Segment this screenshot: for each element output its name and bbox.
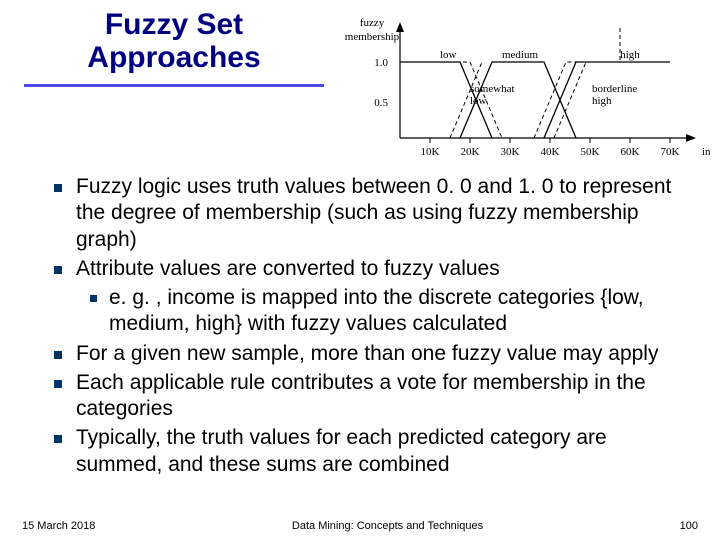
svg-text:50K: 50K xyxy=(581,146,600,158)
bullet-icon xyxy=(54,435,62,443)
label-high: high xyxy=(620,49,640,61)
footer-page: 100 xyxy=(680,520,698,532)
svg-text:30K: 30K xyxy=(501,146,520,158)
bullet-icon xyxy=(54,380,62,388)
title-underline xyxy=(24,84,324,87)
bullet-text: Attribute values are converted to fuzzy … xyxy=(76,256,500,282)
ytick-1: 1.0 xyxy=(374,57,388,69)
bullet-icon xyxy=(90,295,97,302)
bullet-2: Attribute values are converted to fuzzy … xyxy=(54,256,696,282)
bullet-text: e. g. , income is mapped into the discre… xyxy=(109,285,696,338)
svg-text:low: low xyxy=(470,95,487,107)
footer: 15 March 2018 Data Mining: Concepts and … xyxy=(0,520,720,532)
bullet-5: Typically, the truth values for each pre… xyxy=(54,425,696,478)
svg-text:10K: 10K xyxy=(421,146,440,158)
slide-title: Fuzzy Set Approaches xyxy=(24,8,324,74)
header-row: Fuzzy Set Approaches fuzzy membership 1.… xyxy=(24,8,696,168)
svg-text:70K: 70K xyxy=(661,146,680,158)
label-low: low xyxy=(440,49,457,61)
x-label: income xyxy=(702,146,710,158)
bullet-1: Fuzzy logic uses truth values between 0.… xyxy=(54,174,696,253)
bullet-icon xyxy=(54,266,62,274)
y-label-l2: membership xyxy=(345,31,400,43)
bullet-text: Typically, the truth values for each pre… xyxy=(76,425,696,478)
bullet-text: Fuzzy logic uses truth values between 0.… xyxy=(76,174,696,253)
bullet-4: Each applicable rule contributes a vote … xyxy=(54,370,696,423)
svg-text:high: high xyxy=(592,95,612,107)
footer-date: 15 March 2018 xyxy=(22,520,95,532)
x-ticks: 10K 20K 30K 40K 50K 60K 70K xyxy=(421,138,680,158)
slide: Fuzzy Set Approaches fuzzy membership 1.… xyxy=(0,0,720,540)
footer-source: Data Mining: Concepts and Techniques xyxy=(292,520,483,532)
bullet-list: Fuzzy logic uses truth values between 0.… xyxy=(24,174,696,478)
svg-text:20K: 20K xyxy=(461,146,480,158)
chart-svg: fuzzy membership 1.0 0.5 10K 20K 30K 40K… xyxy=(330,8,710,168)
bullet-icon xyxy=(54,351,62,359)
title-block: Fuzzy Set Approaches xyxy=(24,8,324,87)
fuzzy-membership-chart: fuzzy membership 1.0 0.5 10K 20K 30K 40K… xyxy=(330,8,710,168)
title-line-2: Approaches xyxy=(87,41,260,74)
label-borderline-high-l1: borderline xyxy=(592,83,637,95)
bullet-icon xyxy=(54,184,62,192)
svg-text:40K: 40K xyxy=(541,146,560,158)
y-label-l1: fuzzy xyxy=(360,17,385,29)
label-somewhat-low-l1: somewhat xyxy=(470,83,515,95)
bullet-text: For a given new sample, more than one fu… xyxy=(76,341,658,367)
bullet-3: For a given new sample, more than one fu… xyxy=(54,341,696,367)
svg-text:60K: 60K xyxy=(621,146,640,158)
bullet-2a: e. g. , income is mapped into the discre… xyxy=(90,285,696,338)
label-medium: medium xyxy=(502,49,538,61)
ytick-05: 0.5 xyxy=(374,97,388,109)
bullet-text: Each applicable rule contributes a vote … xyxy=(76,370,696,423)
title-line-1: Fuzzy Set xyxy=(105,8,243,41)
